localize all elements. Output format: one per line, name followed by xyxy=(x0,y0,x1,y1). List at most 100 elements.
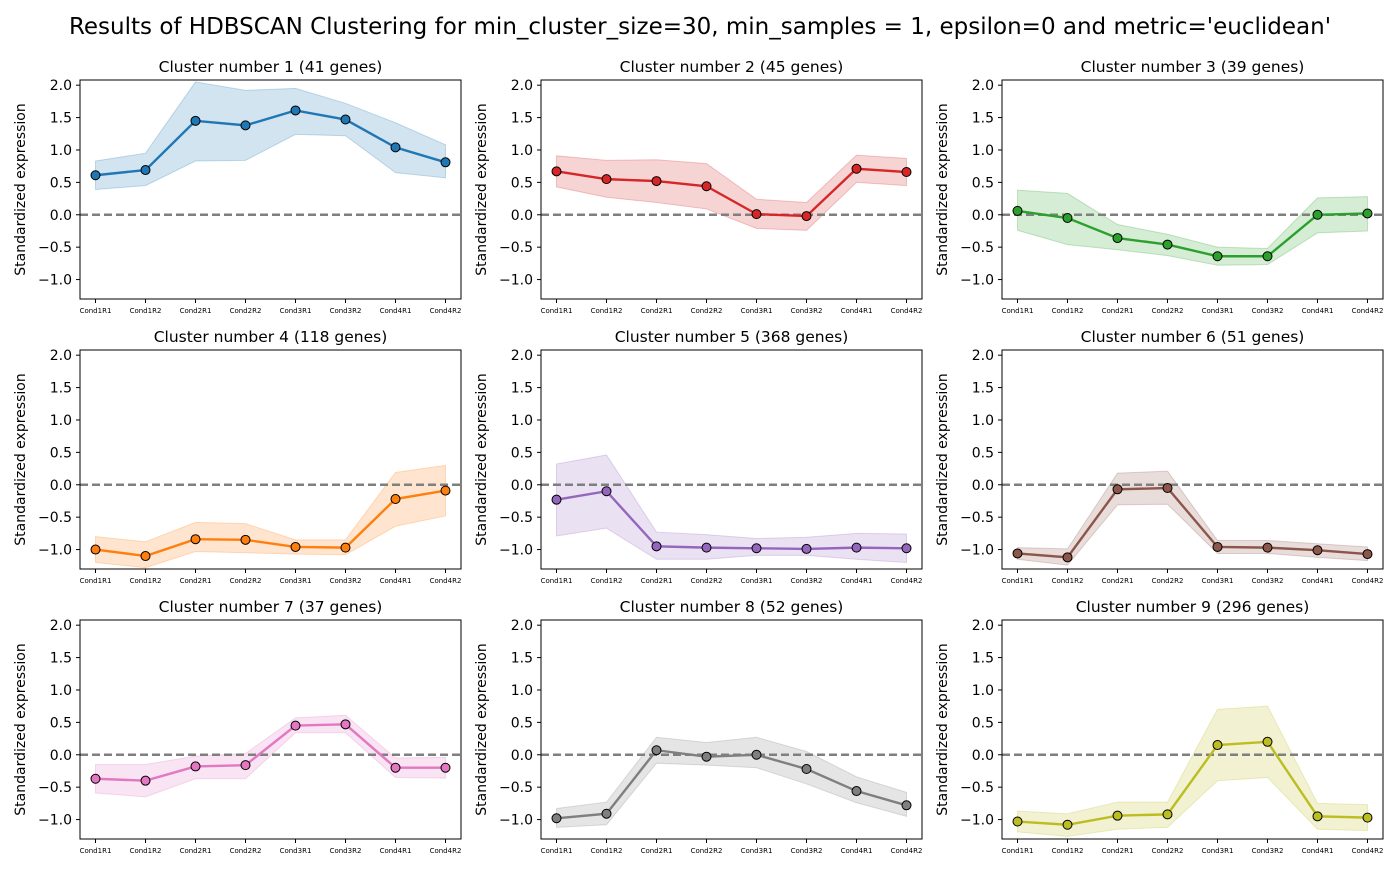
plot-area xyxy=(80,80,461,299)
y-tick-label: 0.5 xyxy=(50,175,72,191)
subplot-title: Cluster number 5 (368 genes) xyxy=(615,328,849,346)
y-tick-label: −0.5 xyxy=(960,240,994,256)
x-tick-label: Cond2R1 xyxy=(641,847,673,855)
x-tick-label: Cond4R2 xyxy=(1352,577,1384,585)
x-tick-label: Cond4R1 xyxy=(1302,847,1334,855)
x-tick-label: Cond1R2 xyxy=(130,307,162,315)
data-point xyxy=(440,157,451,168)
plot-content xyxy=(541,736,922,828)
x-tick-label: Cond3R2 xyxy=(791,577,823,585)
plot-content xyxy=(541,154,922,231)
y-tick-label: 2.0 xyxy=(972,348,994,364)
data-point xyxy=(1362,812,1373,823)
x-tick-label: Cond1R1 xyxy=(541,307,573,315)
series-line xyxy=(95,723,446,782)
plot-content xyxy=(1002,189,1383,266)
data-point xyxy=(551,494,562,505)
y-tick-label: 0.5 xyxy=(511,175,533,191)
x-tick-label: Cond4R2 xyxy=(430,847,462,855)
y-tick-label: 1.5 xyxy=(50,651,72,667)
x-tick-label: Cond1R1 xyxy=(541,577,573,585)
x-tick-label: Cond2R2 xyxy=(691,847,723,855)
data-point xyxy=(701,542,712,553)
y-tick-label: 2.0 xyxy=(511,618,533,634)
data-point xyxy=(290,720,301,731)
x-tick-label: Cond1R1 xyxy=(1002,847,1034,855)
x-tick-label: Cond2R2 xyxy=(691,577,723,585)
data-point xyxy=(140,551,151,562)
y-tick-label: −1.0 xyxy=(960,813,994,829)
data-point xyxy=(390,762,401,773)
data-point xyxy=(240,760,251,771)
y-tick-label: −0.5 xyxy=(38,780,72,796)
x-tick-label: Cond3R2 xyxy=(330,577,362,585)
data-point xyxy=(651,176,662,187)
y-tick-label: 0.5 xyxy=(511,445,533,461)
x-tick-label: Cond1R2 xyxy=(130,847,162,855)
y-tick-label: 1.0 xyxy=(972,143,994,159)
data-point xyxy=(1112,484,1123,495)
y-tick-label: 0.0 xyxy=(972,208,994,224)
data-point xyxy=(140,165,151,176)
data-point xyxy=(190,115,201,126)
subplot-title: Cluster number 9 (296 genes) xyxy=(1076,598,1310,616)
y-tick-label: 0.0 xyxy=(511,208,533,224)
x-tick-label: Cond2R1 xyxy=(180,847,212,855)
plot-content xyxy=(1002,705,1383,837)
x-tick-label: Cond4R1 xyxy=(1302,577,1334,585)
data-point xyxy=(90,170,101,181)
plot-content xyxy=(80,464,461,569)
data-point xyxy=(1262,736,1273,747)
y-tick-label: 1.0 xyxy=(972,413,994,429)
y-tick-label: 2.0 xyxy=(972,618,994,634)
subplot-8: 2.0 1.5 1.0 0.5 0.0 −0.5 −1.0 Cond1R1 Cond1R2 Con… xyxy=(474,598,923,855)
y-axis-label: Standardized expression xyxy=(935,103,951,275)
data-point xyxy=(90,773,101,784)
x-tick-label: Cond2R1 xyxy=(1102,577,1134,585)
subplot-1: 2.0 1.5 1.0 0.5 0.0 −0.5 −1.0 Cond1R1 Cond1R2 Con… xyxy=(13,58,462,315)
confidence-band xyxy=(95,81,446,191)
y-tick-label: 1.5 xyxy=(511,381,533,397)
data-point xyxy=(601,486,612,497)
y-tick-label: 0.5 xyxy=(511,715,533,731)
series-line xyxy=(556,748,907,820)
data-point xyxy=(340,719,351,730)
data-point xyxy=(1112,233,1123,244)
y-tick-label: 1.5 xyxy=(972,651,994,667)
subplot-title: Cluster number 1 (41 genes) xyxy=(159,58,383,76)
plot-area xyxy=(1002,80,1383,299)
y-tick-label: 1.0 xyxy=(972,683,994,699)
y-axis-label: Standardized expression xyxy=(474,643,490,815)
x-tick-label: Cond4R1 xyxy=(1302,307,1334,315)
axes-frame xyxy=(1001,349,1384,570)
y-tick-label: 1.5 xyxy=(50,381,72,397)
y-tick-label: −1.0 xyxy=(38,273,72,289)
series-line xyxy=(1017,486,1368,559)
subplot-title: Cluster number 3 (39 genes) xyxy=(1081,58,1305,76)
data-point xyxy=(1162,809,1173,820)
x-tick-label: Cond3R1 xyxy=(1202,577,1234,585)
x-tick-label: Cond3R2 xyxy=(330,307,362,315)
y-axis-label: Standardized expression xyxy=(474,103,490,275)
confidence-band xyxy=(95,464,446,569)
subplot-6: 2.0 1.5 1.0 0.5 0.0 −0.5 −1.0 Cond1R1 Cond1R2 Con… xyxy=(935,328,1384,585)
data-point xyxy=(851,786,862,797)
y-tick-label: −1.0 xyxy=(38,813,72,829)
data-point xyxy=(190,534,201,545)
x-tick-label: Cond3R1 xyxy=(741,577,773,585)
x-tick-label: Cond3R2 xyxy=(1252,577,1284,585)
data-point xyxy=(1162,239,1173,250)
x-tick-label: Cond2R2 xyxy=(230,577,262,585)
y-tick-label: 0.0 xyxy=(511,478,533,494)
data-point xyxy=(190,761,201,772)
x-tick-label: Cond1R2 xyxy=(1052,307,1084,315)
x-tick-label: Cond4R2 xyxy=(1352,307,1384,315)
x-tick-label: Cond4R2 xyxy=(891,307,923,315)
series-line xyxy=(1017,740,1368,826)
data-point xyxy=(851,163,862,174)
x-tick-label: Cond2R1 xyxy=(180,577,212,585)
plot-area xyxy=(1002,350,1383,569)
y-tick-label: 2.0 xyxy=(511,78,533,94)
y-axis-label: Standardized expression xyxy=(474,373,490,545)
